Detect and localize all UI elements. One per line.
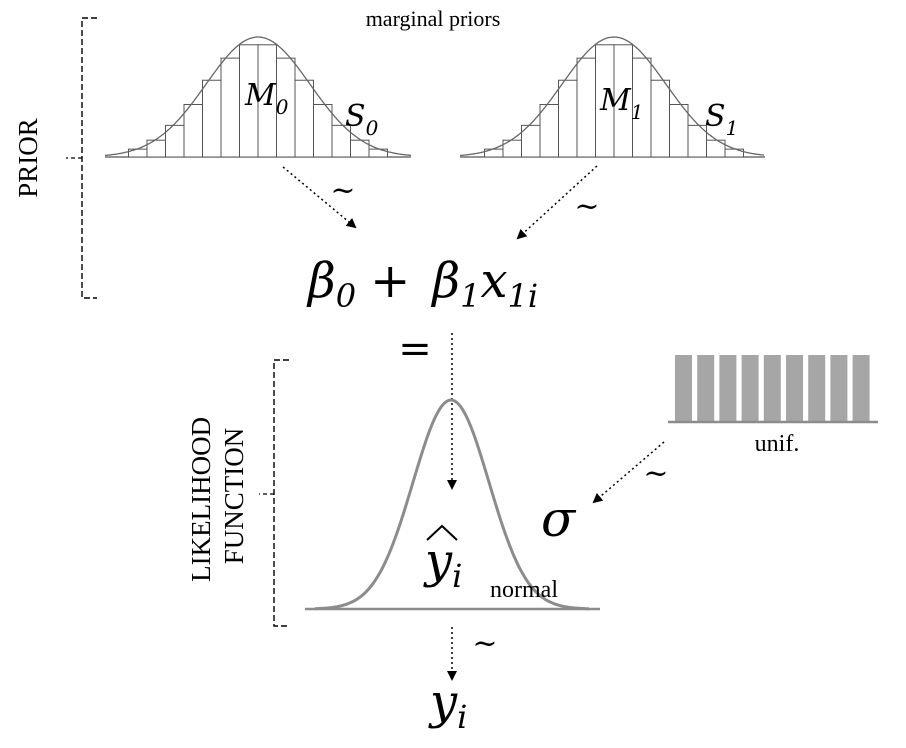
uniform-bar: [697, 355, 715, 421]
outcome-y: yi: [428, 674, 467, 736]
linear-predictor: β0 + β1x1i: [306, 253, 538, 315]
histogram-bar: [294, 79, 314, 158]
marginal-priors-caption: marginal priors: [366, 6, 501, 31]
hat-accent: [426, 524, 458, 541]
uniform-bar: [675, 355, 692, 421]
uniform-bar: [763, 355, 781, 421]
histogram-bar: [558, 79, 578, 158]
x-symbol: x: [480, 253, 507, 309]
prior-1-tilde: ~: [574, 189, 599, 224]
uniform-bar: [852, 355, 870, 421]
prior-label: PRIOR: [13, 118, 43, 198]
uniform-bar: [786, 355, 803, 421]
prior-1-sd-label: S1: [705, 99, 738, 140]
histogram-bar: [220, 57, 240, 158]
uniform-bar: [808, 355, 826, 421]
prior-0-mean-label: M0: [244, 78, 289, 119]
histogram-bar: [350, 139, 370, 158]
likelihood-label: LIKELIHOOD FUNCTION: [186, 410, 249, 582]
histogram-bar: [650, 79, 670, 158]
beta-1-symbol: β: [430, 253, 460, 309]
likelihood-bracket: [259, 359, 289, 627]
yhat-label: yi: [423, 533, 462, 595]
outcome-tilde: ~: [472, 626, 497, 661]
uniform-bar: [741, 355, 759, 421]
uniform-bar: [719, 355, 737, 421]
prior-density-curve: [104, 36, 412, 157]
histogram-bar: [202, 79, 222, 158]
sigma-symbol: σ: [541, 490, 577, 548]
histogram-bar: [183, 103, 203, 158]
prior-0-sd-label: S0: [345, 99, 379, 140]
prior-density-curve: [459, 36, 765, 157]
uniform-prior-bars: [675, 355, 870, 421]
sigma-arrow: [592, 441, 665, 504]
uniform-label: unif.: [755, 431, 800, 457]
prior-0-arrow: [282, 166, 357, 229]
prior-1-mean-label: M1: [599, 83, 643, 124]
beta-0-symbol: β: [306, 253, 336, 309]
uniform-bar: [830, 355, 848, 421]
prior-bracket: [66, 17, 97, 299]
likelihood-normal-curve: [314, 398, 589, 611]
prior-0-histogram: [104, 36, 412, 158]
normal-label: normal: [490, 577, 558, 603]
sigma-tilde: ~: [643, 456, 668, 491]
histogram-bar: [669, 103, 689, 158]
histogram-bar: [313, 103, 333, 158]
histogram-bar: [576, 57, 596, 158]
histogram-bar: [539, 103, 559, 158]
prior-1-histogram: [459, 36, 765, 158]
equals-sign: =: [398, 326, 432, 372]
prior-0-tilde: ~: [330, 173, 355, 208]
plus-sign: +: [370, 253, 410, 309]
histogram-bar: [706, 139, 726, 158]
